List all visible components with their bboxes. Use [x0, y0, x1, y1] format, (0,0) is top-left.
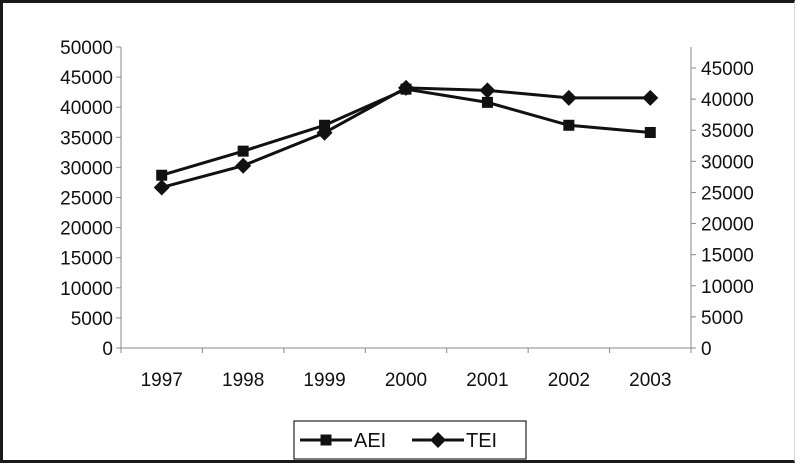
legend: AEI TEI [293, 420, 527, 460]
legend-label: TEI [466, 430, 497, 452]
left-tick-label: 40000 [60, 98, 113, 119]
right-tick-label: 35000 [701, 121, 754, 142]
data-point-tei [642, 89, 659, 106]
right-tick-label: 5000 [701, 308, 743, 329]
left-axis-ticks: 0 5000 10000 15000 20000 25000 30000 35000 40000… [60, 38, 121, 360]
left-tick-label: 5000 [71, 309, 113, 330]
right-tick-label: 10000 [701, 277, 754, 298]
x-tick-label: 2001 [466, 370, 508, 391]
data-point-aei [481, 96, 493, 108]
series-line-aei [161, 87, 651, 177]
data-point-aei [156, 169, 168, 181]
left-tick-label: 15000 [60, 249, 113, 270]
x-tick-label: 2002 [548, 370, 590, 391]
right-axis-ticks: 0 5000 10000 15000 20000 25000 30000 35000 40000… [691, 59, 754, 360]
left-tick-label: 50000 [60, 38, 113, 59]
left-tick-label: 25000 [60, 189, 113, 210]
right-tick-label: 0 [701, 339, 712, 360]
left-tick-label: 10000 [60, 279, 113, 300]
data-point-tei [153, 179, 170, 196]
data-point-tei [235, 157, 252, 174]
data-point-tei [398, 79, 414, 96]
legend-swatch-marker [430, 432, 446, 448]
series-line-tei [161, 86, 651, 189]
left-tick-label: 30000 [60, 158, 113, 179]
legend-label: AEI [354, 430, 386, 452]
series-layer [153, 79, 659, 196]
series-tei [153, 79, 659, 196]
right-tick-label: 45000 [701, 59, 754, 80]
x-axis-ticks: 1997 1998 1999 2000 2001 2002 2003 [120, 348, 692, 391]
x-tick-label: 1998 [222, 370, 264, 391]
left-tick-label: 35000 [60, 128, 113, 149]
legend-item-aei: AEI [300, 430, 386, 452]
data-point-tei [479, 82, 496, 99]
line-chart: 0500010000150002000025000300003500040000… [60, 38, 754, 460]
left-tick-label: 45000 [60, 68, 113, 89]
x-tick-label: 2003 [629, 370, 671, 391]
right-tick-label: 20000 [701, 215, 754, 236]
x-tick-label: 1999 [303, 370, 345, 391]
data-point-aei [563, 119, 575, 131]
legend-item-tei: TEI [412, 430, 497, 452]
left-tick-label: 20000 [60, 219, 113, 240]
data-point-tei [560, 89, 577, 106]
right-tick-label: 15000 [701, 246, 754, 267]
left-tick-label: 0 [102, 339, 113, 360]
data-point-aei [644, 126, 656, 138]
right-tick-label: 25000 [701, 183, 754, 204]
data-point-aei [237, 145, 249, 157]
x-tick-label: 1997 [141, 370, 183, 391]
x-tick-label: 2000 [385, 370, 427, 391]
right-tick-label: 30000 [701, 152, 754, 173]
legend-swatch-marker [320, 434, 332, 446]
right-tick-label: 40000 [701, 90, 754, 111]
